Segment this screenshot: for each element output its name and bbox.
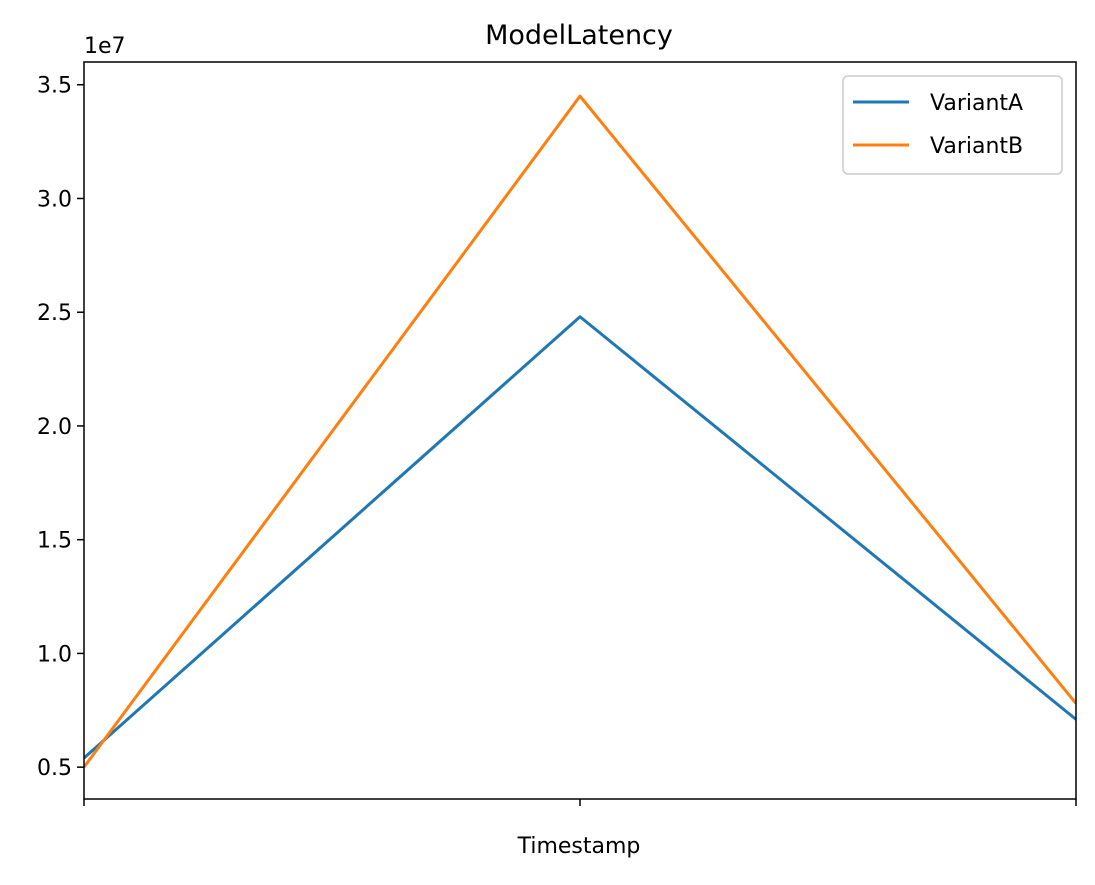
legend: VariantA VariantB: [842, 75, 1063, 175]
y-tick-label: 3.0: [37, 187, 72, 212]
y-tick-label: 0.5: [37, 756, 72, 781]
y-tick-label: 3.5: [37, 74, 72, 99]
y-tick-label: 1.0: [37, 642, 72, 667]
y-tick-label: 2.5: [37, 301, 72, 326]
legend-label: VariantA: [930, 91, 1023, 116]
x-axis-label: Timestamp: [517, 834, 641, 859]
y-tick-label: 1.5: [37, 529, 72, 554]
series-layer: [84, 94, 1076, 769]
y-axis: 0.5 1.0 1.5 2.0 2.5 3.0 3.5: [37, 74, 84, 781]
series-line-varianta: [84, 315, 1076, 760]
x-axis: [83, 799, 1077, 806]
y-tick-label: 2.0: [37, 415, 72, 440]
plot-frame: [83, 61, 1077, 800]
y-axis-offset-label: 1e7: [84, 34, 126, 59]
series-line-variantb: [84, 94, 1076, 769]
chart-title: ModelLatency: [485, 20, 673, 51]
legend-label: VariantB: [930, 134, 1023, 159]
